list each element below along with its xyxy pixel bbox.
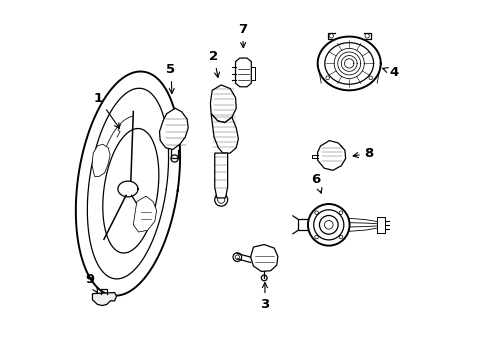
Polygon shape xyxy=(92,144,110,176)
Circle shape xyxy=(214,193,227,206)
Bar xyxy=(325,150,336,159)
Polygon shape xyxy=(92,293,116,306)
Text: 6: 6 xyxy=(311,173,321,193)
Text: 5: 5 xyxy=(166,63,175,94)
Polygon shape xyxy=(317,140,345,170)
Polygon shape xyxy=(159,108,188,149)
Polygon shape xyxy=(210,85,236,123)
Circle shape xyxy=(226,105,231,111)
Polygon shape xyxy=(211,114,238,153)
Circle shape xyxy=(233,253,241,261)
Text: 8: 8 xyxy=(352,147,373,159)
Circle shape xyxy=(165,125,172,131)
Circle shape xyxy=(176,130,183,137)
Polygon shape xyxy=(235,58,251,87)
Circle shape xyxy=(173,118,182,127)
Text: 9: 9 xyxy=(85,273,97,293)
Circle shape xyxy=(100,165,104,170)
Circle shape xyxy=(261,275,266,281)
Circle shape xyxy=(100,151,104,155)
Text: 1: 1 xyxy=(93,92,119,128)
Circle shape xyxy=(223,96,229,102)
Polygon shape xyxy=(250,244,277,271)
Polygon shape xyxy=(214,153,227,198)
Circle shape xyxy=(307,204,349,246)
Circle shape xyxy=(100,158,104,162)
Circle shape xyxy=(173,139,179,145)
Circle shape xyxy=(221,112,226,118)
Text: 2: 2 xyxy=(209,50,219,77)
Bar xyxy=(96,296,101,300)
Text: 4: 4 xyxy=(382,66,398,79)
Bar xyxy=(105,296,111,300)
Text: 7: 7 xyxy=(238,23,247,48)
Polygon shape xyxy=(133,196,156,232)
Text: 3: 3 xyxy=(260,283,269,311)
